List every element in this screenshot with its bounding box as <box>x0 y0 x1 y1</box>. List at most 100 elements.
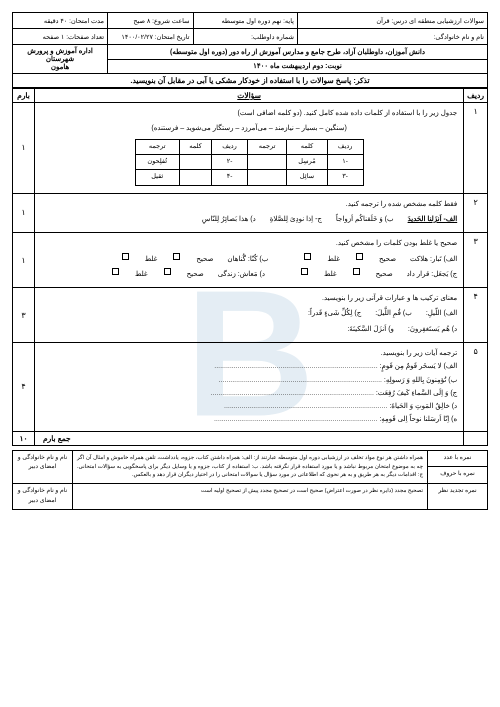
checkbox[interactable] <box>173 253 180 260</box>
f-regrade-note: تصحیح مجدد (دایره نظر در صورت اعتراض) صح… <box>73 484 428 510</box>
q4-r1: الف) اللّیلِ: ب) قُمِ اللَّیلَ: ج) لِکُل… <box>41 307 457 320</box>
q2-num: ۲ <box>464 193 488 233</box>
hdr-notice: تذکر: پاسخ سوالات را با استفاده از خودکا… <box>13 74 488 88</box>
q5-text: ترجمه آیات زیر را بنویسید. <box>41 347 457 360</box>
hdr-name: نام و نام خانوادگی: <box>298 29 488 45</box>
q3-body: صحیح یا غلط بودن کلمات را مشخص کنید. الف… <box>35 233 464 288</box>
q4-num: ۴ <box>464 288 488 343</box>
q3-b-s: صحیح <box>196 253 213 266</box>
q1-c1: -۱ <box>327 154 363 169</box>
checkbox[interactable] <box>304 253 311 260</box>
q1-score: ۱ <box>13 103 35 194</box>
q1-th1b: ردیف <box>212 139 248 154</box>
q4-r2: د) هُم یَستَغفِرونَ: و) اَنزَلَ السَّکین… <box>41 323 457 336</box>
checkbox[interactable] <box>112 268 119 275</box>
q5-d-line: د) خالِقُ المَوتِ وَ الحَیاةَ: .........… <box>41 400 457 413</box>
hdr-grade: پایه: نهم دوره اول متوسطه <box>193 13 298 29</box>
q1-c12: ثقیل <box>135 170 179 185</box>
q5-e-line: ه) اِنّا اَرسَلنا نوحاً اِلی قَومِهِ: ..… <box>41 413 457 426</box>
q5-a-line: الف) لا یَسخَر قَومٌ مِن قَومٍ: ........… <box>41 360 457 373</box>
q2-c: ج- اِذا نودِیَ لِلصَّلاةِ <box>270 213 322 226</box>
total-value: ۱۰ <box>13 431 35 445</box>
q4-a: الف) اللّیلِ: <box>426 307 457 320</box>
col-score: بارم <box>13 89 35 103</box>
q1-c8: سائِل <box>287 170 328 185</box>
f-grade-num: نمره با عدد <box>428 450 488 467</box>
q5-b: ب) تُؤمِنونَ بِاللهِ وَ رَسولِهِ: <box>384 377 457 384</box>
q1-c2: مُرسِل <box>287 154 328 169</box>
dots: ........................................… <box>211 390 374 397</box>
col-title-text: سؤالات <box>237 91 261 100</box>
q4-score: ۳ <box>13 288 35 343</box>
hdr-dept-line1: اداره آموزش و پرورش شهرستان <box>27 48 93 63</box>
dots: ........................................… <box>214 416 377 423</box>
checkbox[interactable] <box>301 268 308 275</box>
q2-text: فقط کلمه مشخص شده را ترجمه کنید. <box>41 198 457 211</box>
header-table: سوالات ارزشیابی منطقه ای درس: قرآن پایه:… <box>12 12 488 88</box>
q1-c9 <box>247 170 286 185</box>
q3-a: الف) تَبار: هلاکت <box>410 253 457 266</box>
dots: ........................................… <box>219 377 382 384</box>
hdr-term: نوبت: دوم اردیبهشت ماه ۱۴۰۰ <box>108 59 488 74</box>
q3-c: ج) یَجعَل: قرار داد <box>407 268 458 281</box>
f-sig1: نام و نام خانوادگی و امضای دبیر <box>13 450 73 483</box>
q1-text: جدول زیر را با استفاده از کلمات داده شده… <box>41 107 457 120</box>
f-grade-word: نمره با حروف <box>428 467 488 484</box>
q1-c11 <box>179 170 211 185</box>
checkbox[interactable] <box>356 253 363 260</box>
q3-row2: ج) یَجعَل: قرار داد صحیح غلط د) مَعاش: ز… <box>41 268 457 281</box>
q4-c: ج) لِکُلِّ شَیءٍ قَدراً: <box>308 307 361 320</box>
col-title: سؤالات <box>35 89 464 103</box>
q1-c7: -۳ <box>327 170 363 185</box>
q2-score: ۱ <box>13 193 35 233</box>
q3-a-g: غلط <box>327 253 340 266</box>
total-blank <box>464 431 488 445</box>
q3-b-g: غلط <box>145 253 158 266</box>
q3-d-g: غلط <box>135 268 148 281</box>
q3-d: د) مَعاش: زندگی <box>218 268 265 281</box>
f-sig2: نام و نام خانوادگی و امضای دبیر <box>13 484 73 510</box>
q3-num: ۳ <box>464 233 488 288</box>
q1-c4: -۲ <box>212 154 248 169</box>
q3-row1: الف) تَبار: هلاکت صحیح غلط ب) کُنّا: گُن… <box>41 253 457 266</box>
hdr-dept-line2: هامون <box>51 64 69 71</box>
q5-c: ج) وَ اِلَی السَّماءِ کَیفَ رُفِعَت: <box>376 390 457 397</box>
hdr-start: ساعت شروع: ۸ صبح <box>108 13 194 29</box>
hdr-duration: مدت امتحان: ۴۰ دقیقه <box>13 13 108 29</box>
col-num: ردیف <box>464 89 488 103</box>
q1-words: (سنگین – بسیار – نیازمند – می‌آمرزد – رس… <box>41 122 457 135</box>
q4-d: د) هُم یَستَغفِرونَ: <box>408 323 457 336</box>
q2-body: فقط کلمه مشخص شده را ترجمه کنید. الف- اَ… <box>35 193 464 233</box>
q1-c10: -۴ <box>212 170 248 185</box>
q5-score: ۴ <box>13 343 35 432</box>
dots: ........................................… <box>214 363 377 370</box>
checkbox[interactable] <box>164 268 171 275</box>
hdr-date: تاریخ امتحان: ۱۴۰۰/۰۲/۲۷ <box>108 29 194 45</box>
q1-c5 <box>179 154 211 169</box>
dots: ........................................… <box>224 403 387 410</box>
q1-th2b: کلمه <box>179 139 211 154</box>
q1-th3a: ترجمه <box>247 139 286 154</box>
q2-d: د) هذا بَصائِرُ لِلنّاسِ <box>202 213 256 226</box>
checkbox[interactable] <box>122 253 129 260</box>
q2-b: ب) وَ خَلَقناکُم اَزواجاً <box>336 213 394 226</box>
q4-text: معنای ترکیب ها و عبارات قرآنی زیر را بنو… <box>41 292 457 305</box>
q3-text: صحیح یا غلط بودن کلمات را مشخص کنید. <box>41 237 457 250</box>
q4-b: ب) قُمِ اللَّیلَ: <box>375 307 412 320</box>
q5-num: ۵ <box>464 343 488 432</box>
q3-a-s: صحیح <box>379 253 396 266</box>
q1-th3b: ترجمه <box>135 139 179 154</box>
q3-b: ب) کُنّا: گُناهان <box>227 253 268 266</box>
q2-a: الف- اَنزَلنا الحَدیدَ <box>408 213 458 226</box>
checkbox[interactable] <box>353 268 360 275</box>
f-regrade: نمره تجدید نظر <box>428 484 488 510</box>
q1-num: ۱ <box>464 103 488 194</box>
q2-row1: الف- اَنزَلنا الحَدیدَ ب) وَ خَلَقناکُم … <box>41 213 457 226</box>
hdr-subject: سوالات ارزشیابی منطقه ای درس: قرآن <box>298 13 488 29</box>
q5-a: الف) لا یَسخَر قَومٌ مِن قَومٍ: <box>380 363 458 370</box>
f-rules: همراه داشتن هر نوع مواد تخلف در ارزشیابی… <box>73 450 428 483</box>
q1-th2a: کلمه <box>287 139 328 154</box>
hdr-candidate: شماره داوطلب: <box>193 29 298 45</box>
footer-table: نمره با عدد همراه داشتن هر نوع مواد تخلف… <box>12 450 488 511</box>
hdr-dept: اداره آموزش و پرورش شهرستان هامون <box>13 45 108 74</box>
